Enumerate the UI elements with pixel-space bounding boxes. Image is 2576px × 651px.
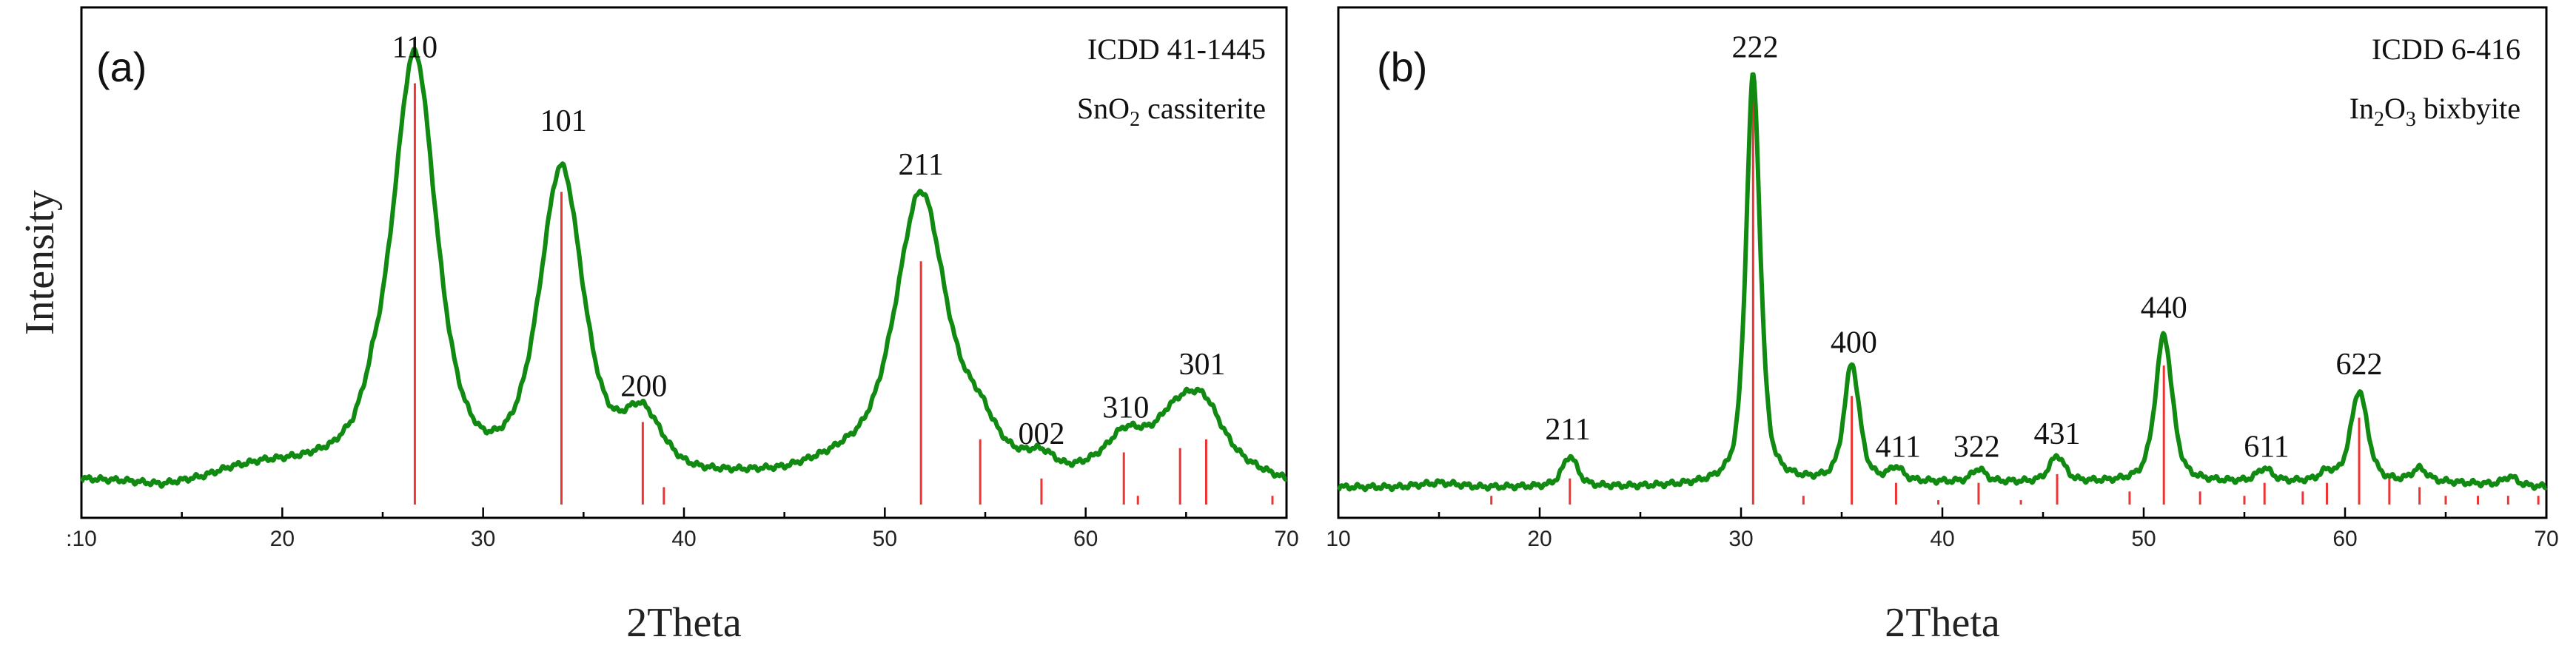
panel-b-reference-phase: In2O3 bixbyite [2349,92,2520,131]
panel-a-pattern-line [80,46,1288,489]
panel-a-x-tick-label: 60 [1073,527,1098,551]
panel-b-x-tick-label: 10 [1326,527,1350,551]
panel-a-x-tick-label: 30 [471,527,495,551]
panel-a-hkl-label: 101 [540,104,587,138]
panel-b-pattern-line [1337,72,2548,493]
panel-b-x-axis-label: 2Theta [1885,600,2000,646]
panel-b-x-tick-label: 60 [2332,527,2357,551]
panel-a-x-tick-label: 40 [671,527,696,551]
panel-a-hkl-label: 002 [1018,417,1064,451]
panel-b-chart: 2Theta (b) ICDD 6-416 In2O3 bixbyite 10 2… [1326,6,2559,646]
panel-b-x-tick-label: 40 [1930,527,1954,551]
panel-b-hkl-label: 411 [1875,430,1920,464]
panel-b-x-tick-label: 20 [1527,527,1552,551]
panel-a-x-tick-label: :10 [66,527,97,551]
panel-a-chart: Intensity 2Theta (a) ICDD 41-1445 SnO2 c… [17,6,1299,646]
panel-a-label: (a) [96,44,147,90]
panel-b-hkl-label: 400 [1831,326,1877,360]
panel-a-x-tick-label: 20 [270,527,295,551]
panel-a-x-tick-label: 70 [1274,527,1298,551]
panel-b-x-tick-label: 70 [2534,527,2558,551]
panel-a-hkl-label: 301 [1179,348,1226,382]
panel-b-x-tick-label: 50 [2131,527,2156,551]
panel-a-reference-title: ICDD 41-1445 [1087,33,1266,66]
panel-b-hkl-label: 440 [2141,291,2187,326]
panel-a-hkl-label: 310 [1102,391,1149,425]
panel-b-frame [1337,6,2548,519]
panel-a-x-tick-label: 50 [873,527,897,551]
panel-a-hkl-label: 110 [392,30,437,64]
panel-a-hkl-label: 211 [898,148,943,182]
panel-b-x-tick-label: 30 [1728,527,1753,551]
panel-b-hkl-label: 611 [2244,430,2289,464]
panel-a-y-axis-label: Intensity [17,190,63,335]
panel-b-reference-title: ICDD 6-416 [2372,33,2520,66]
panel-a-hkl-label: 200 [620,369,667,403]
panel-b-hkl-label: 431 [2034,417,2081,451]
panel-a-reference-phase: SnO2 cassiterite [1077,92,1266,131]
panel-b-label: (b) [1377,44,1427,90]
panel-b-hkl-label: 222 [1732,30,1779,64]
panel-b-hkl-label: 622 [2336,348,2383,382]
panel-b-hkl-label: 211 [1545,413,1590,447]
panel-b-hkl-label: 322 [1953,430,2000,464]
panel-a-x-axis-label: 2Theta [626,600,742,646]
